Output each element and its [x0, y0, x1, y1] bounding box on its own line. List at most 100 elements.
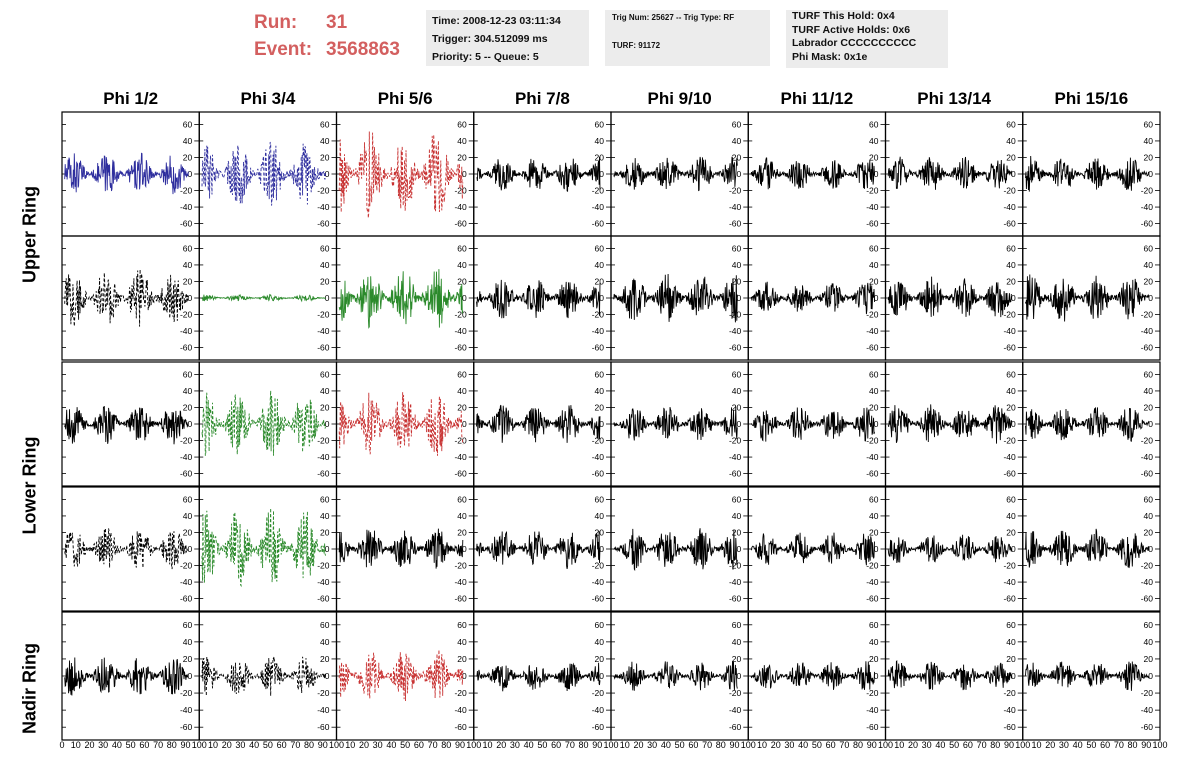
- y-tick-label: 60: [732, 620, 742, 630]
- y-tick-label: -60: [454, 469, 467, 479]
- y-tick-label: -20: [180, 436, 193, 446]
- y-tick-label: -60: [592, 594, 605, 604]
- waveform-trace: [476, 156, 601, 192]
- y-tick-label: 20: [320, 527, 330, 537]
- y-tick-label: 0: [325, 419, 330, 429]
- y-tick-label: 0: [188, 419, 193, 429]
- x-tick-label: 50: [400, 740, 410, 750]
- y-tick-label: 20: [732, 527, 742, 537]
- waveform-trace: [338, 528, 464, 569]
- y-tick-label: 60: [183, 369, 193, 379]
- y-tick-label: -60: [866, 722, 879, 732]
- y-tick-label: -40: [454, 577, 467, 587]
- x-tick-label: 100: [1015, 740, 1030, 750]
- y-tick-label: -60: [180, 722, 193, 732]
- y-tick-label: -60: [180, 469, 193, 479]
- y-tick-label: -40: [454, 326, 467, 336]
- y-tick-label: 0: [1148, 169, 1153, 179]
- phi-header: Phi 3/4: [240, 89, 296, 108]
- y-tick-label: -20: [866, 436, 879, 446]
- y-tick-label: 60: [595, 243, 605, 253]
- y-tick-label: -40: [317, 326, 330, 336]
- panel-frame: [335, 361, 475, 487]
- phi-header: Phi 11/12: [780, 89, 854, 108]
- y-tick-label: 60: [732, 119, 742, 129]
- y-tick-label: -40: [180, 705, 193, 715]
- y-tick-label: -60: [866, 594, 879, 604]
- y-tick-label: -20: [729, 186, 742, 196]
- x-tick-label: 20: [771, 740, 781, 750]
- y-tick-label: 40: [869, 136, 879, 146]
- x-tick-label: 50: [537, 740, 547, 750]
- x-tick-label: 40: [249, 740, 259, 750]
- y-tick-label: 40: [320, 637, 330, 647]
- y-tick-label: -60: [592, 343, 605, 353]
- y-tick-label: -60: [180, 219, 193, 229]
- y-tick-label: 40: [183, 511, 193, 521]
- x-tick-label: 60: [414, 740, 424, 750]
- y-tick-label: -20: [180, 688, 193, 698]
- y-tick-label: 20: [595, 276, 605, 286]
- y-tick-label: 60: [595, 119, 605, 129]
- y-tick-label: 20: [183, 527, 193, 537]
- turf-text: TURF: 91172: [612, 41, 661, 50]
- time-info-box: Time: 2008-12-23 03:11:34 Trigger: 304.5…: [426, 10, 589, 66]
- x-tick-label: 90: [455, 740, 465, 750]
- y-tick-label: -60: [866, 219, 879, 229]
- x-tick-label: 30: [647, 740, 657, 750]
- y-tick-label: -40: [1003, 202, 1016, 212]
- y-tick-label: -40: [1141, 202, 1154, 212]
- y-tick-label: 20: [1006, 527, 1016, 537]
- x-tick-label: 40: [386, 740, 396, 750]
- y-tick-label: 40: [732, 637, 742, 647]
- y-tick-label: -20: [592, 310, 605, 320]
- y-tick-label: -20: [1003, 186, 1016, 196]
- y-tick-label: 0: [874, 419, 879, 429]
- y-tick-label: 0: [737, 544, 742, 554]
- x-tick-label: 100: [741, 740, 756, 750]
- y-tick-label: 40: [595, 386, 605, 396]
- trigger-info-box: Trig Num: 25627 -- Trig Type: RF TURF: 9…: [605, 10, 770, 66]
- y-tick-label: -40: [592, 326, 605, 336]
- y-tick-label: 0: [599, 544, 604, 554]
- event-label: Event:: [254, 39, 313, 60]
- y-tick-label: -40: [454, 705, 467, 715]
- y-tick-label: -20: [592, 561, 605, 571]
- waveform-trace: [1025, 407, 1150, 442]
- x-tick-label: 100: [603, 740, 618, 750]
- y-tick-label: -60: [1141, 219, 1154, 229]
- y-tick-label: -60: [1003, 343, 1016, 353]
- x-tick-label: 90: [867, 740, 877, 750]
- y-tick-label: -20: [592, 436, 605, 446]
- x-tick-label: 60: [963, 740, 973, 750]
- y-tick-label: 20: [183, 654, 193, 664]
- x-tick-label: 60: [688, 740, 698, 750]
- y-tick-label: 20: [457, 402, 467, 412]
- y-tick-label: -40: [1003, 705, 1016, 715]
- x-tick-label: 10: [71, 740, 81, 750]
- waveform-trace: [750, 281, 875, 315]
- y-tick-label: 60: [320, 494, 330, 504]
- y-tick-label: 0: [1011, 544, 1016, 554]
- y-tick-label: 20: [732, 654, 742, 664]
- y-tick-label: 40: [320, 136, 330, 146]
- x-tick-label: 20: [359, 740, 369, 750]
- x-tick-label: 70: [565, 740, 575, 750]
- x-tick-label: 70: [153, 740, 163, 750]
- y-tick-label: -20: [1141, 186, 1154, 196]
- y-tick-label: 0: [188, 671, 193, 681]
- x-tick-label: 30: [1059, 740, 1069, 750]
- phi-header: Phi 7/8: [514, 89, 570, 108]
- waveform-trace: [64, 152, 189, 195]
- y-tick-label: 0: [737, 169, 742, 179]
- x-tick-label: 10: [620, 740, 630, 750]
- y-tick-label: 20: [1144, 654, 1154, 664]
- y-tick-label: -60: [729, 343, 742, 353]
- y-tick-label: 0: [462, 544, 467, 554]
- y-tick-label: 20: [1144, 402, 1154, 412]
- waveform-trace: [750, 157, 875, 190]
- y-tick-label: -60: [454, 219, 467, 229]
- y-tick-label: 0: [1011, 419, 1016, 429]
- run-event-header: Run: 31 Event: 3568863: [254, 9, 400, 63]
- x-tick-label: 20: [908, 740, 918, 750]
